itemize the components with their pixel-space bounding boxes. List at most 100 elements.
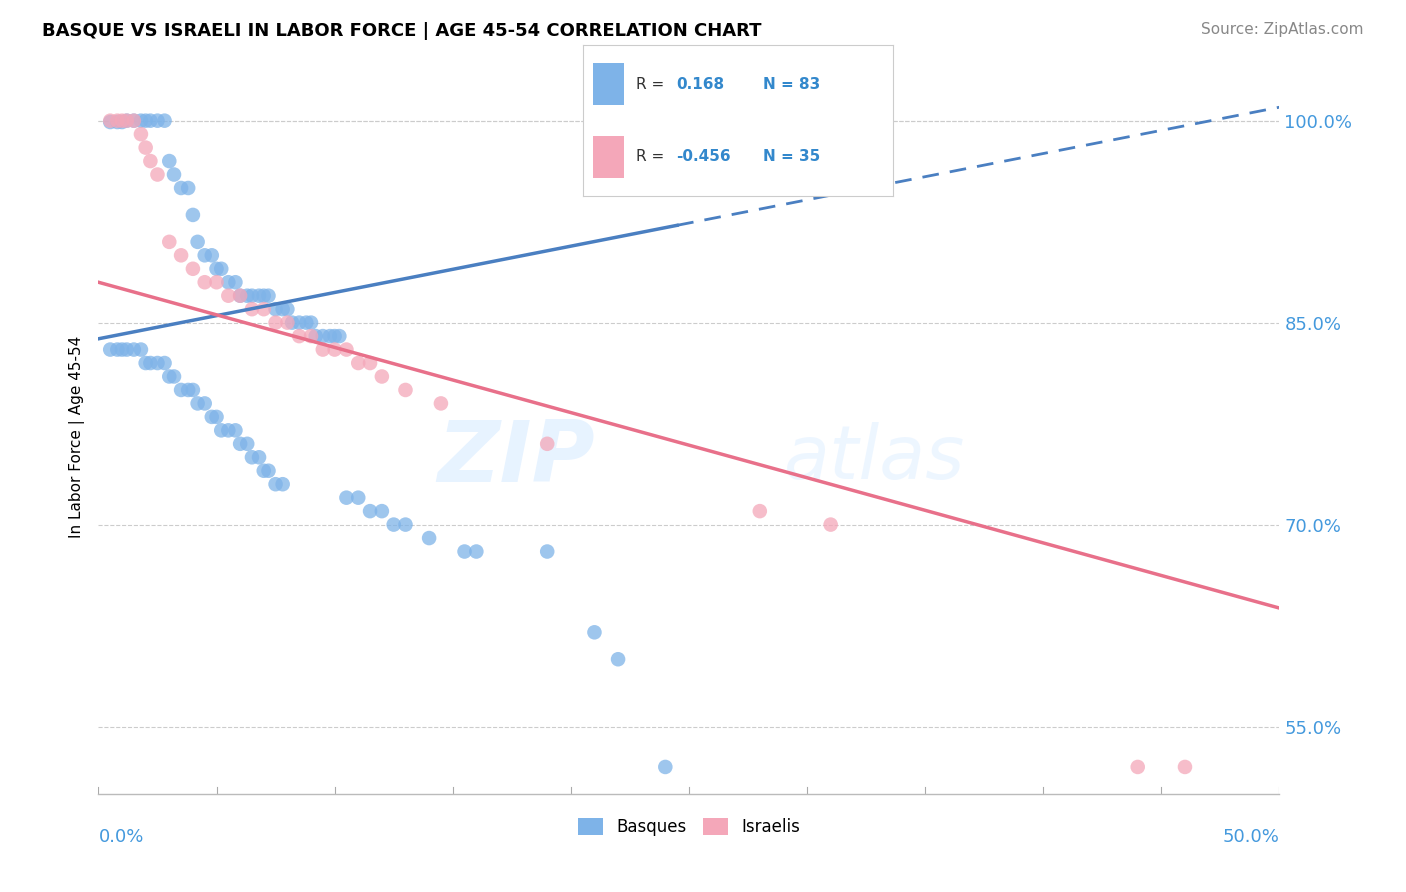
Point xyxy=(430,396,453,410)
Point xyxy=(281,316,304,330)
Point xyxy=(820,517,842,532)
Point xyxy=(205,409,228,424)
Point xyxy=(146,168,169,182)
Point xyxy=(105,113,128,128)
Point xyxy=(328,329,350,343)
Point xyxy=(276,316,298,330)
Point xyxy=(295,316,318,330)
Point xyxy=(236,289,259,303)
Point xyxy=(115,343,138,357)
Point xyxy=(201,248,224,262)
Point xyxy=(146,356,169,370)
Point xyxy=(536,544,558,558)
Point xyxy=(194,275,217,289)
Text: -0.456: -0.456 xyxy=(676,149,731,164)
Point xyxy=(163,369,186,384)
Point xyxy=(257,289,280,303)
Point xyxy=(288,329,311,343)
Point xyxy=(394,517,416,532)
Point xyxy=(98,343,121,357)
Point xyxy=(253,289,276,303)
Point xyxy=(264,302,287,317)
Point xyxy=(181,261,204,276)
Point xyxy=(359,504,381,518)
Point xyxy=(115,113,138,128)
Text: R =: R = xyxy=(636,149,669,164)
Point xyxy=(187,396,209,410)
Point xyxy=(347,356,370,370)
Point xyxy=(335,491,357,505)
Point xyxy=(209,423,232,437)
Text: Source: ZipAtlas.com: Source: ZipAtlas.com xyxy=(1201,22,1364,37)
Point xyxy=(305,329,328,343)
Point xyxy=(135,113,157,128)
Point xyxy=(299,329,322,343)
Text: atlas: atlas xyxy=(783,423,965,494)
Point xyxy=(122,113,145,128)
Point xyxy=(209,261,232,276)
Point xyxy=(240,302,263,317)
Point xyxy=(319,329,342,343)
Point xyxy=(224,275,246,289)
Point xyxy=(105,115,128,129)
Point xyxy=(139,356,162,370)
Point xyxy=(583,625,606,640)
Point xyxy=(170,248,193,262)
Point xyxy=(181,208,204,222)
Point xyxy=(607,652,630,666)
Text: 0.168: 0.168 xyxy=(676,77,724,92)
Point xyxy=(122,113,145,128)
Text: 0.0%: 0.0% xyxy=(98,828,143,846)
Point xyxy=(177,383,200,397)
Point xyxy=(453,544,475,558)
Point xyxy=(177,181,200,195)
Point xyxy=(217,423,239,437)
Point xyxy=(122,343,145,357)
Point xyxy=(323,329,346,343)
Point xyxy=(271,477,294,491)
Point xyxy=(129,343,152,357)
Point xyxy=(157,154,180,169)
Point xyxy=(264,316,287,330)
Point xyxy=(229,437,252,451)
Point xyxy=(194,396,217,410)
Text: R =: R = xyxy=(636,77,669,92)
Point xyxy=(217,289,239,303)
Point xyxy=(170,181,193,195)
Point xyxy=(105,343,128,357)
Point xyxy=(240,450,263,465)
Point xyxy=(98,113,121,128)
Bar xyxy=(593,62,624,105)
Point xyxy=(236,437,259,451)
Point xyxy=(163,168,186,182)
Point xyxy=(135,356,157,370)
Point xyxy=(111,343,134,357)
Point xyxy=(201,409,224,424)
Point xyxy=(1126,760,1149,774)
Point xyxy=(240,289,263,303)
Point xyxy=(146,113,169,128)
Point xyxy=(264,477,287,491)
Point xyxy=(135,140,157,154)
Point xyxy=(205,261,228,276)
Point xyxy=(323,343,346,357)
Point xyxy=(139,154,162,169)
Point xyxy=(229,289,252,303)
Point xyxy=(111,115,134,129)
Point xyxy=(153,356,176,370)
Text: N = 35: N = 35 xyxy=(763,149,820,164)
Point xyxy=(276,302,298,317)
Point xyxy=(205,275,228,289)
Point xyxy=(217,275,239,289)
Legend: Basques, Israelis: Basques, Israelis xyxy=(571,811,807,843)
Point xyxy=(139,113,162,128)
Point xyxy=(157,369,180,384)
Point xyxy=(115,113,138,128)
Point xyxy=(371,504,394,518)
Point xyxy=(111,113,134,128)
Point xyxy=(153,113,176,128)
Point xyxy=(288,316,311,330)
Text: BASQUE VS ISRAELI IN LABOR FORCE | AGE 45-54 CORRELATION CHART: BASQUE VS ISRAELI IN LABOR FORCE | AGE 4… xyxy=(42,22,762,40)
Text: ZIP: ZIP xyxy=(437,417,595,500)
Point xyxy=(347,491,370,505)
